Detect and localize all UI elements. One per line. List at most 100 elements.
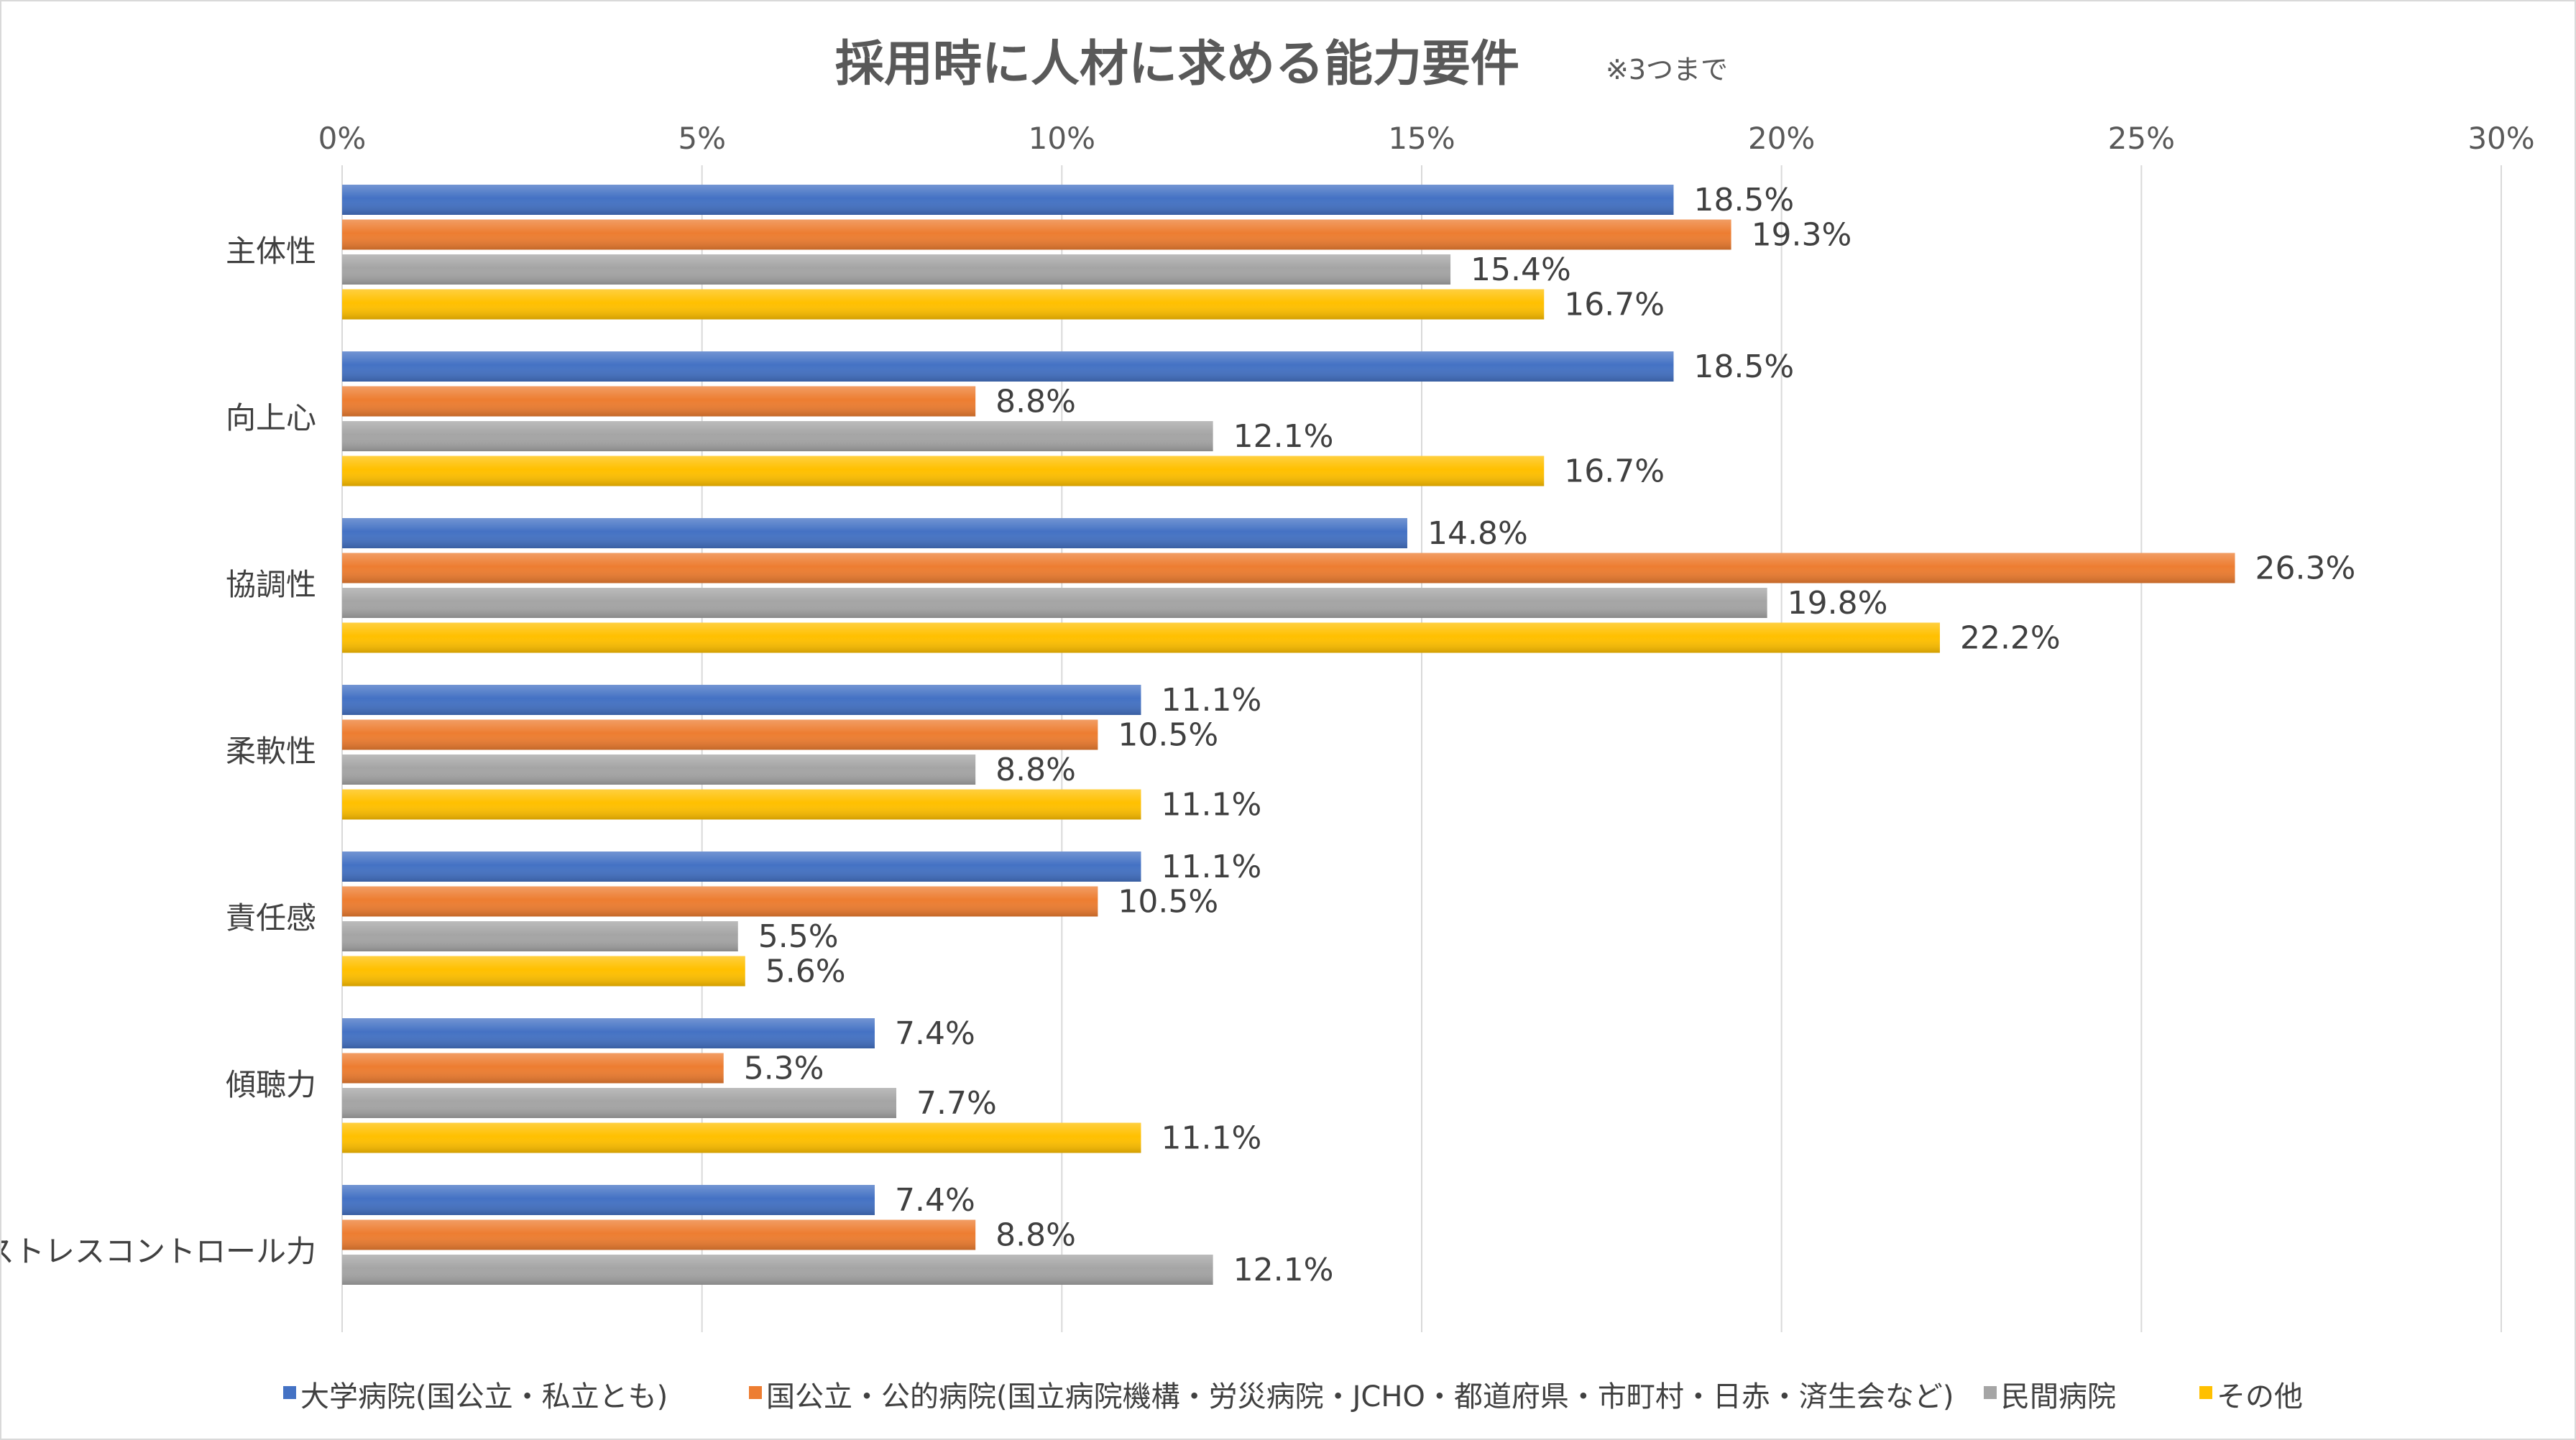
bar — [342, 1255, 1213, 1285]
data-label: 10.5% — [1118, 717, 1218, 754]
data-label: 19.8% — [1788, 585, 1888, 622]
bar — [342, 1122, 1141, 1153]
category-label: 協調性 — [226, 567, 316, 602]
data-labels: 18.5%19.3%15.4%16.7%18.5%8.8%12.1%16.7%1… — [744, 182, 2356, 1288]
bar — [342, 789, 1141, 820]
legend-label: 国公立・公的病院(国立病院機構・労災病院・JCHO・都道府県・市町村・日赤・済生… — [766, 1380, 1954, 1413]
data-label: 11.1% — [1161, 1120, 1261, 1157]
bar — [342, 1053, 724, 1084]
data-label: 8.8% — [995, 752, 1076, 788]
category-label: 責任感 — [226, 900, 316, 936]
data-label: 18.5% — [1693, 182, 1794, 218]
bar-shade — [342, 921, 738, 951]
data-label: 10.5% — [1118, 884, 1218, 920]
bar — [342, 685, 1141, 715]
data-label: 7.7% — [916, 1085, 997, 1122]
bar — [342, 1018, 875, 1048]
bar-shade — [342, 1018, 875, 1048]
data-label: 16.7% — [1564, 287, 1665, 323]
bar-shade — [342, 1088, 897, 1118]
bar — [342, 719, 1098, 750]
x-tick-label: 5% — [678, 121, 726, 156]
x-tick-label: 20% — [1748, 121, 1815, 156]
bar — [342, 956, 745, 987]
bar — [342, 456, 1545, 486]
bar — [342, 1219, 976, 1250]
bar-shade — [342, 386, 976, 417]
data-label: 26.3% — [2255, 550, 2356, 587]
data-label: 5.5% — [758, 918, 839, 955]
category-label: ストレスコントロール力 — [1, 1234, 316, 1269]
bar-shade — [342, 456, 1545, 486]
bar-shade — [342, 685, 1141, 715]
data-label: 16.7% — [1564, 453, 1665, 490]
data-label: 11.1% — [1161, 787, 1261, 823]
data-label: 7.4% — [895, 1182, 975, 1219]
category-label: 傾聴力 — [226, 1067, 316, 1102]
x-tick-label: 10% — [1029, 121, 1095, 156]
chart-title: 採用時に人材に求める能力要件 — [835, 36, 1519, 93]
legend-label: 大学病院(国公立・私立とも) — [300, 1380, 668, 1413]
legend-label: 民間病院 — [2001, 1380, 2116, 1413]
legend-swatch — [2199, 1386, 2212, 1399]
legend-label: その他 — [2217, 1380, 2303, 1413]
bar — [342, 421, 1213, 451]
bar — [342, 386, 976, 417]
data-label: 5.6% — [765, 954, 846, 990]
data-label: 14.8% — [1427, 515, 1528, 552]
bar-shade — [342, 1255, 1213, 1285]
bar — [342, 553, 2235, 583]
bar — [342, 588, 1767, 618]
legend-swatch — [1984, 1386, 1997, 1399]
bar-shade — [342, 754, 976, 785]
bar-shade — [342, 851, 1141, 882]
bar — [342, 622, 1940, 653]
bar-shade — [342, 219, 1731, 250]
x-axis-ticks: 0% 5% 10% 15% 20% 25% 30% — [318, 121, 2535, 156]
bar-shade — [342, 789, 1141, 820]
bar-shade — [342, 886, 1098, 917]
bar — [342, 351, 1674, 382]
chart-subtitle: ※3つまで — [1606, 54, 1728, 86]
legend-swatch — [749, 1386, 762, 1399]
data-label: 11.1% — [1161, 682, 1261, 719]
bar — [342, 754, 976, 785]
category-label: 柔軟性 — [226, 734, 316, 769]
bar-shade — [342, 719, 1098, 750]
data-label: 15.4% — [1471, 251, 1571, 288]
data-label: 5.3% — [744, 1051, 824, 1087]
legend-swatch — [283, 1386, 296, 1399]
x-tick-label: 0% — [318, 121, 367, 156]
bar-shade — [342, 1122, 1141, 1153]
bar — [342, 851, 1141, 882]
bar-shade — [342, 254, 1451, 285]
bar — [342, 1088, 897, 1118]
bar — [342, 185, 1674, 215]
data-label: 8.8% — [995, 1217, 1076, 1254]
bar-shade — [342, 518, 1407, 548]
data-label: 7.4% — [895, 1015, 975, 1052]
bar-shade — [342, 185, 1674, 215]
bar-shade — [342, 1053, 724, 1084]
category-label: 向上心 — [226, 400, 316, 435]
bar-shade — [342, 289, 1545, 320]
data-label: 12.1% — [1233, 1252, 1334, 1288]
bar-shade — [342, 1219, 976, 1250]
data-label: 12.1% — [1233, 418, 1334, 455]
x-tick-label: 25% — [2108, 121, 2175, 156]
bar-shade — [342, 421, 1213, 451]
data-label: 11.1% — [1161, 849, 1261, 885]
category-label: 主体性 — [226, 234, 316, 269]
data-label: 18.5% — [1693, 349, 1794, 385]
bar-series — [342, 185, 2235, 1285]
bar-shade — [342, 553, 2235, 583]
bar — [342, 254, 1451, 285]
data-label: 19.3% — [1752, 217, 1852, 254]
x-tick-label: 30% — [2467, 121, 2534, 156]
bar-shade — [342, 622, 1940, 653]
data-label: 22.2% — [1960, 620, 2061, 657]
x-tick-label: 15% — [1388, 121, 1455, 156]
bar-shade — [342, 588, 1767, 618]
